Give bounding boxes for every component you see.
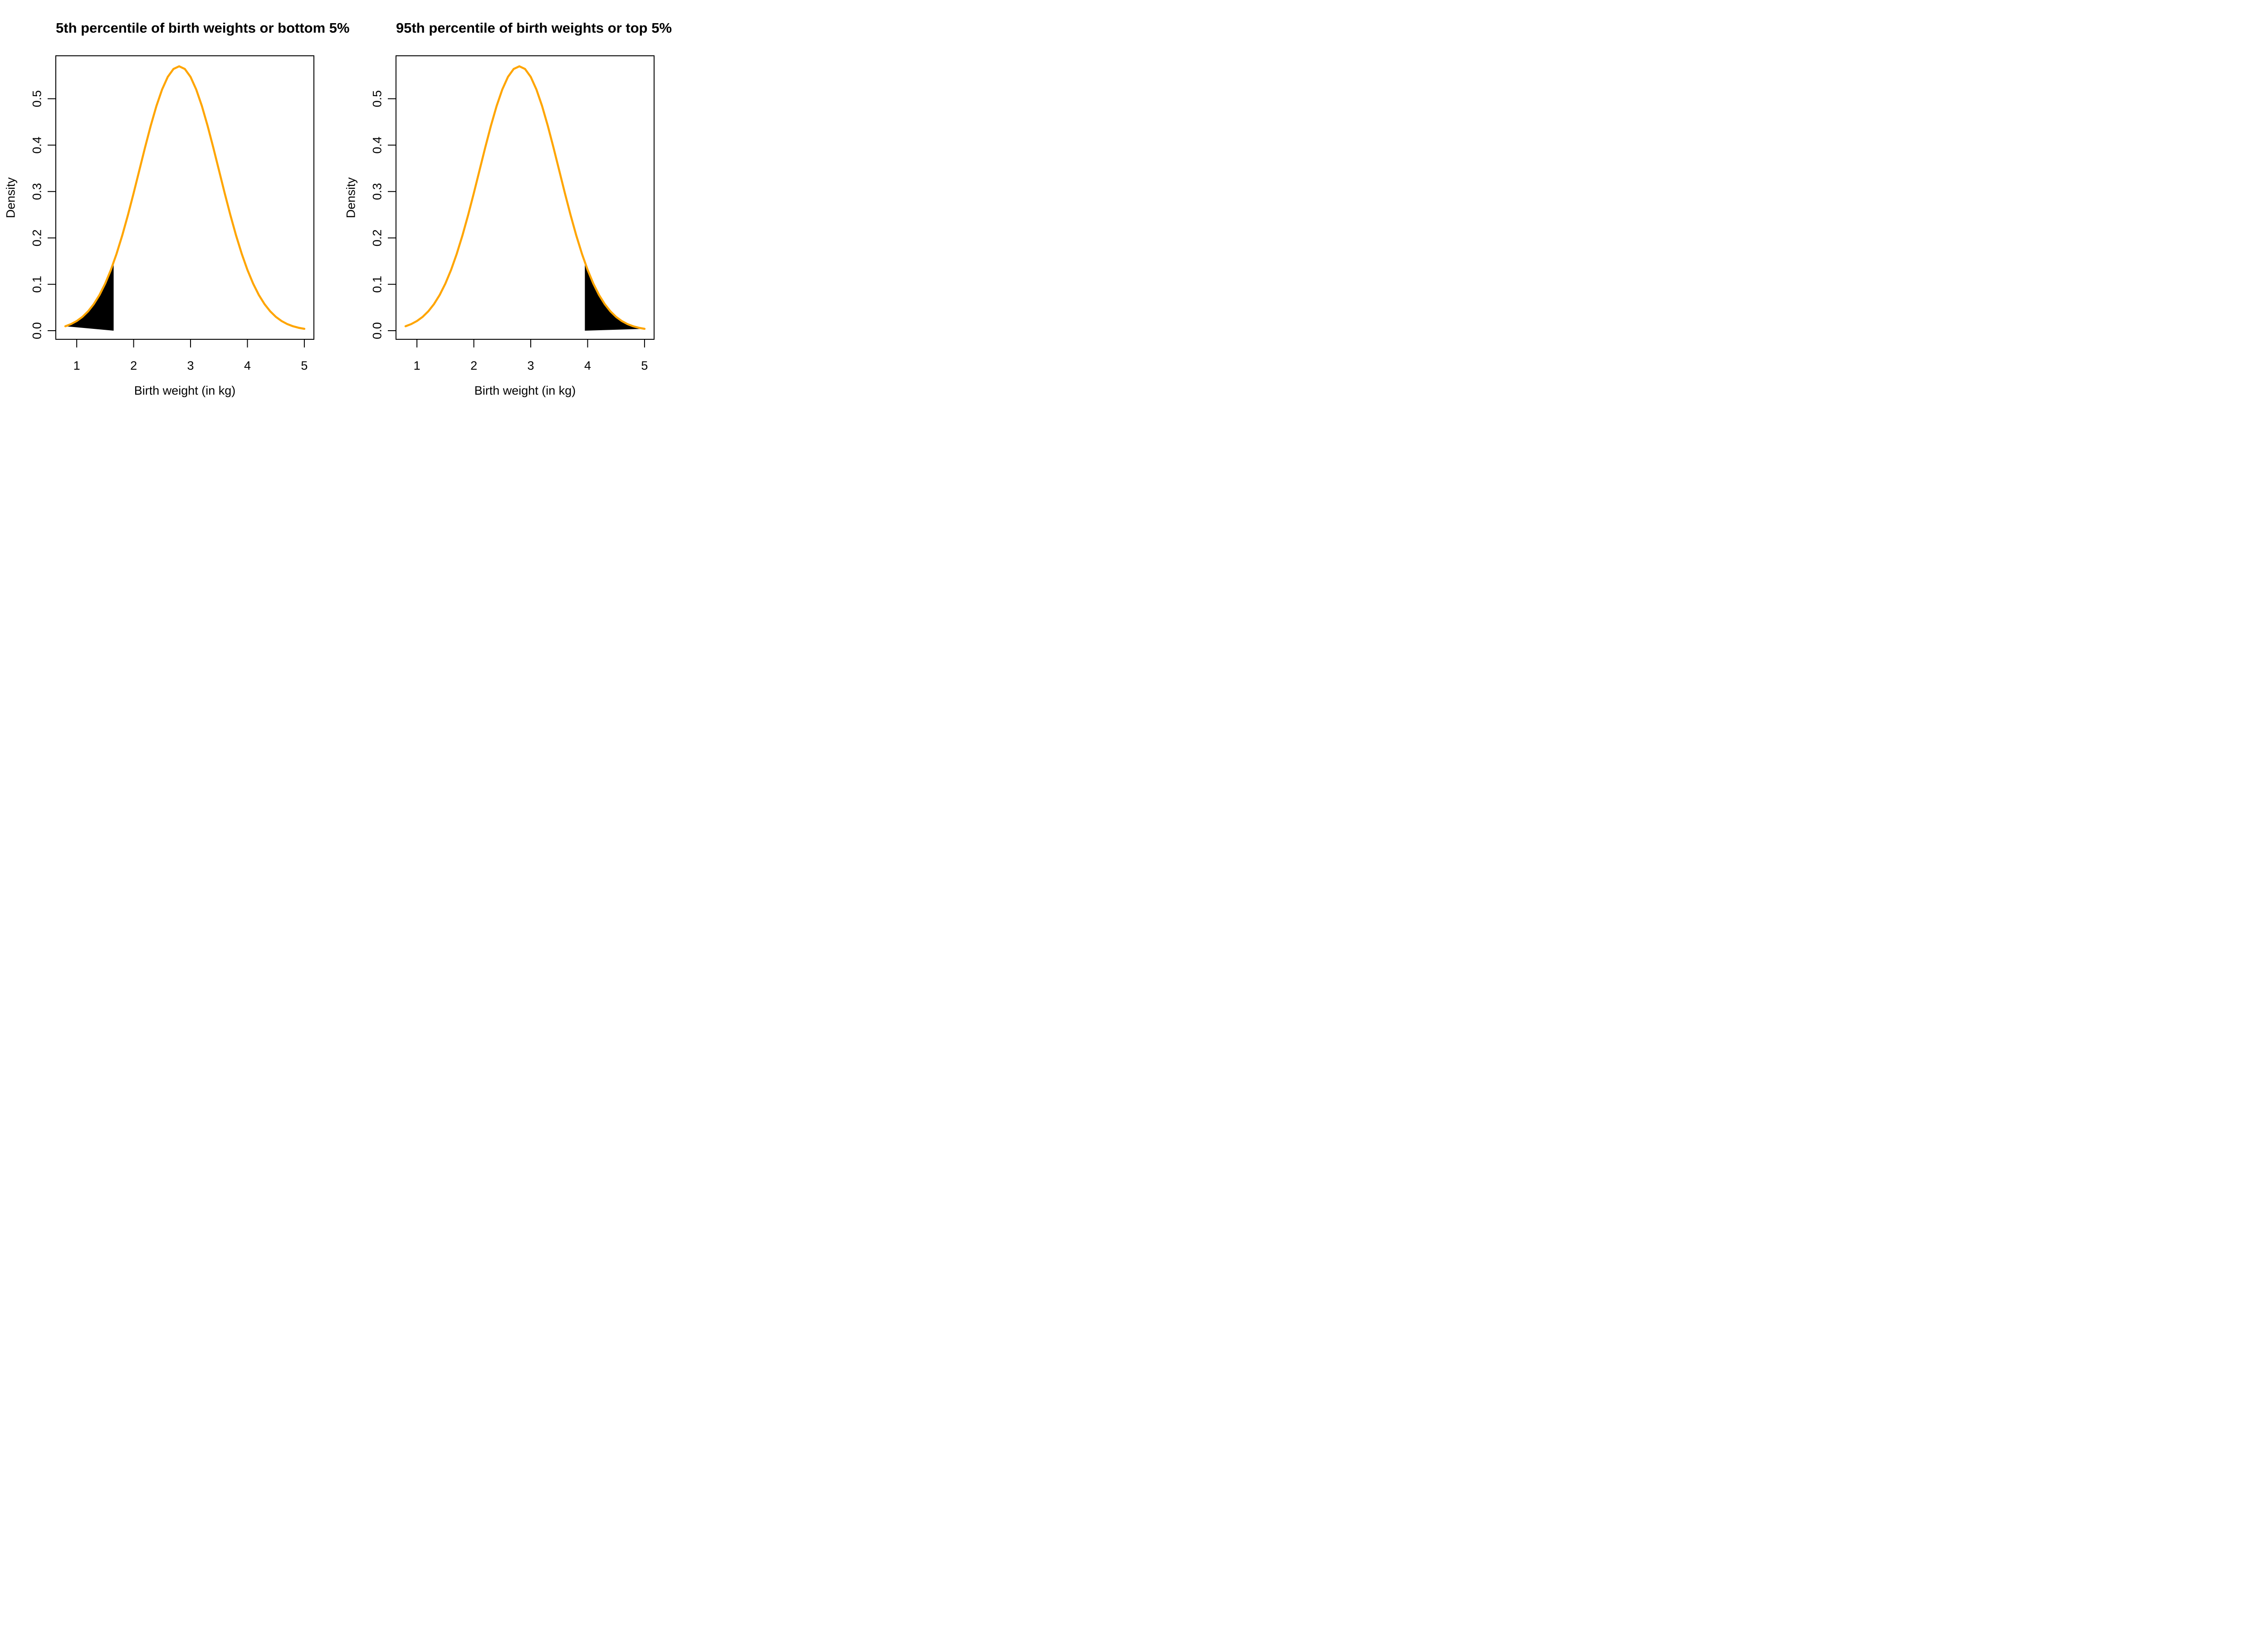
chart-title: 5th percentile of birth weights or botto… <box>56 20 350 36</box>
y-tick-label: 0.3 <box>30 183 44 200</box>
y-tick-label: 0.5 <box>370 90 384 108</box>
y-tick-label: 0.3 <box>370 183 384 200</box>
density-curve <box>64 65 306 330</box>
shaded-tail-region <box>585 260 645 331</box>
plot-area: 1 2 3 4 5 0.0 0.1 0.2 0.3 0.4 0.5 <box>370 55 655 372</box>
figure: 5th percentile of birth weights or botto… <box>0 0 680 408</box>
shaded-tail-region <box>65 260 114 331</box>
y-tick-label: 0.0 <box>30 322 44 339</box>
x-tick-label: 5 <box>301 359 308 372</box>
chart-title: 95th percentile of birth weights or top … <box>396 20 672 36</box>
panel-bottom-5-percent: 5th percentile of birth weights or botto… <box>0 0 350 408</box>
x-tick-label: 3 <box>187 359 194 372</box>
y-tick-label: 0.1 <box>30 276 44 293</box>
plot-box <box>396 55 655 340</box>
x-tick-label: 2 <box>470 359 477 372</box>
x-tick-label: 3 <box>528 359 534 372</box>
x-tick-label: 4 <box>584 359 591 372</box>
y-tick-label: 0.1 <box>370 276 384 293</box>
x-axis-title: Birth weight (in kg) <box>134 384 236 397</box>
x-tick-label: 1 <box>73 359 80 372</box>
y-tick-label: 0.4 <box>370 137 384 154</box>
plot-area: 1 2 3 4 5 0.0 0.1 0.2 0.3 0.4 0.5 <box>30 55 314 372</box>
y-tick-label: 0.2 <box>370 230 384 247</box>
panel-top-5-percent: 95th percentile of birth weights or top … <box>340 0 680 408</box>
y-tick-label: 0.5 <box>30 90 44 108</box>
density-curve <box>404 65 646 330</box>
x-tick-label: 5 <box>641 359 648 372</box>
x-axis-title: Birth weight (in kg) <box>474 384 576 397</box>
x-tick-label: 1 <box>414 359 420 372</box>
y-tick-label: 0.2 <box>30 230 44 247</box>
y-tick-label: 0.4 <box>30 137 44 154</box>
y-tick-label: 0.0 <box>370 322 384 339</box>
x-tick-label: 4 <box>244 359 251 372</box>
x-tick-label: 2 <box>130 359 137 372</box>
plot-box <box>55 55 314 340</box>
